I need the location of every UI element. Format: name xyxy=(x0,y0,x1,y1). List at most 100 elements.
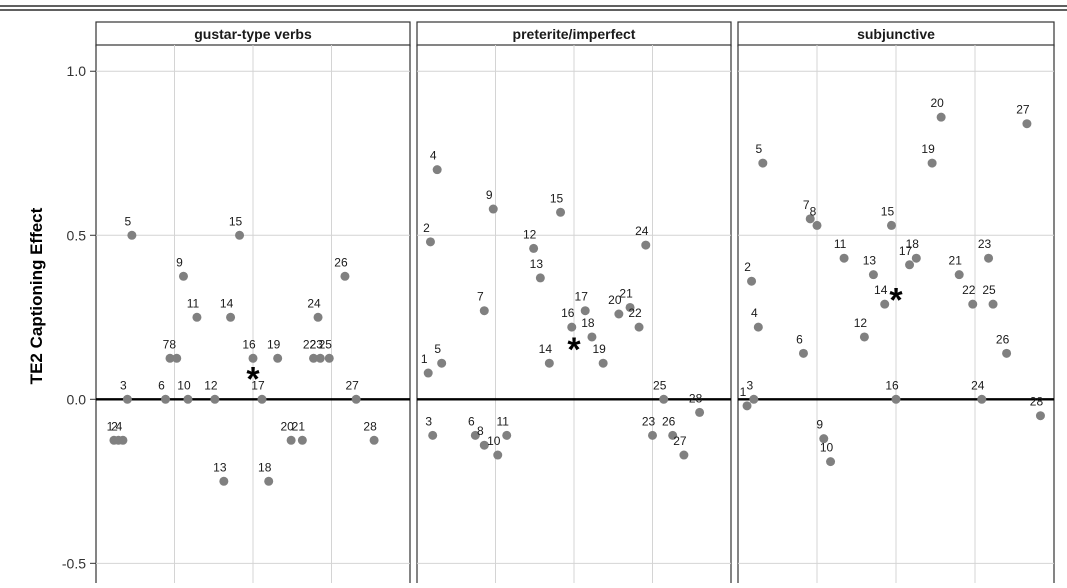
point-label: 18 xyxy=(258,460,272,474)
data-point xyxy=(426,237,435,246)
point-label: 15 xyxy=(881,204,895,218)
data-point xyxy=(536,273,545,282)
point-label: 26 xyxy=(662,414,676,428)
point-label: 27 xyxy=(673,434,687,448)
mean-marker-asterisk: * xyxy=(246,360,260,398)
point-label: 5 xyxy=(434,342,441,356)
y-axis: 1.0 0.5 0.0 -0.5 xyxy=(62,63,96,571)
data-point xyxy=(912,254,921,263)
point-label: 9 xyxy=(176,255,183,269)
point-label: 16 xyxy=(561,306,575,320)
data-point xyxy=(370,436,379,445)
point-label: 3 xyxy=(120,378,127,392)
data-point xyxy=(437,359,446,368)
point-label: 24 xyxy=(971,378,985,392)
data-point xyxy=(813,221,822,230)
data-point xyxy=(172,354,181,363)
data-point xyxy=(695,408,704,417)
data-point xyxy=(264,477,273,486)
point-label: 17 xyxy=(575,290,589,304)
data-point xyxy=(316,354,325,363)
point-label: 27 xyxy=(345,378,359,392)
point-label: 19 xyxy=(267,337,281,351)
data-point xyxy=(880,300,889,309)
data-point xyxy=(754,323,763,332)
data-point xyxy=(502,431,511,440)
point-label: 19 xyxy=(592,342,606,356)
point-label: 8 xyxy=(169,337,176,351)
data-point xyxy=(641,241,650,250)
panel-1: gustar-type verbs1234567 8910111213141516… xyxy=(96,22,410,583)
point-label: 3 xyxy=(746,378,753,392)
mean-marker-asterisk: * xyxy=(567,331,581,369)
data-point xyxy=(161,395,170,404)
panel-title: subjunctive xyxy=(857,26,935,42)
point-label: 20 xyxy=(930,96,944,110)
point-label: 1 xyxy=(421,352,428,366)
point-label: 11 xyxy=(187,296,200,310)
data-point xyxy=(433,165,442,174)
point-label: 23 xyxy=(642,414,656,428)
data-point xyxy=(123,395,132,404)
data-point xyxy=(749,395,758,404)
point-label: 10 xyxy=(820,441,834,455)
point-label: 21 xyxy=(619,286,633,300)
data-point xyxy=(905,260,914,269)
point-label: 21 xyxy=(292,419,306,433)
data-point xyxy=(226,313,235,322)
data-point xyxy=(892,395,901,404)
data-point xyxy=(127,231,136,240)
data-point xyxy=(340,272,349,281)
data-point xyxy=(799,349,808,358)
point-label: 6 xyxy=(468,414,475,428)
y-tick-label: 0.5 xyxy=(67,227,87,243)
data-point xyxy=(210,395,219,404)
y-tick-label: -0.5 xyxy=(62,555,86,571)
data-point xyxy=(648,431,657,440)
panel-3: subjunctive1234567 8910111213141516171819… xyxy=(738,22,1054,583)
point-label: 12 xyxy=(854,316,868,330)
point-label: 14 xyxy=(220,296,234,310)
panel-title: gustar-type verbs xyxy=(194,26,312,42)
data-point xyxy=(826,457,835,466)
point-label: 28 xyxy=(1030,395,1044,409)
point-label: 5 xyxy=(125,214,132,228)
point-label: 4 xyxy=(116,419,123,433)
point-label: 15 xyxy=(550,191,564,205)
point-label: 15 xyxy=(229,214,243,228)
data-point xyxy=(679,451,688,460)
point-label: 13 xyxy=(530,257,544,271)
point-label: 19 xyxy=(921,142,935,156)
data-point xyxy=(1022,119,1031,128)
point-label: 14 xyxy=(874,283,888,297)
panel-title: preterite/imperfect xyxy=(513,26,636,42)
data-point xyxy=(968,300,977,309)
data-point xyxy=(860,332,869,341)
data-point xyxy=(424,369,433,378)
data-point xyxy=(955,270,964,279)
point-label: 21 xyxy=(949,254,963,268)
point-label: 18 xyxy=(906,237,920,251)
point-label: 8 xyxy=(477,424,484,438)
panel-2: preterite/imperfect123456789101112131415… xyxy=(417,22,731,583)
data-point xyxy=(118,436,127,445)
data-point xyxy=(599,359,608,368)
point-label: 16 xyxy=(242,337,256,351)
point-label: 22 xyxy=(962,283,976,297)
data-point xyxy=(183,395,192,404)
point-label: 8 xyxy=(810,204,817,218)
point-label: 10 xyxy=(487,434,501,448)
data-point xyxy=(977,395,986,404)
data-point xyxy=(325,354,334,363)
data-point xyxy=(545,359,554,368)
point-label: 25 xyxy=(653,378,667,392)
data-point xyxy=(614,310,623,319)
point-label: 10 xyxy=(177,378,191,392)
point-label: 18 xyxy=(581,316,595,330)
data-point xyxy=(989,300,998,309)
point-label: 16 xyxy=(885,378,899,392)
data-point xyxy=(869,270,878,279)
